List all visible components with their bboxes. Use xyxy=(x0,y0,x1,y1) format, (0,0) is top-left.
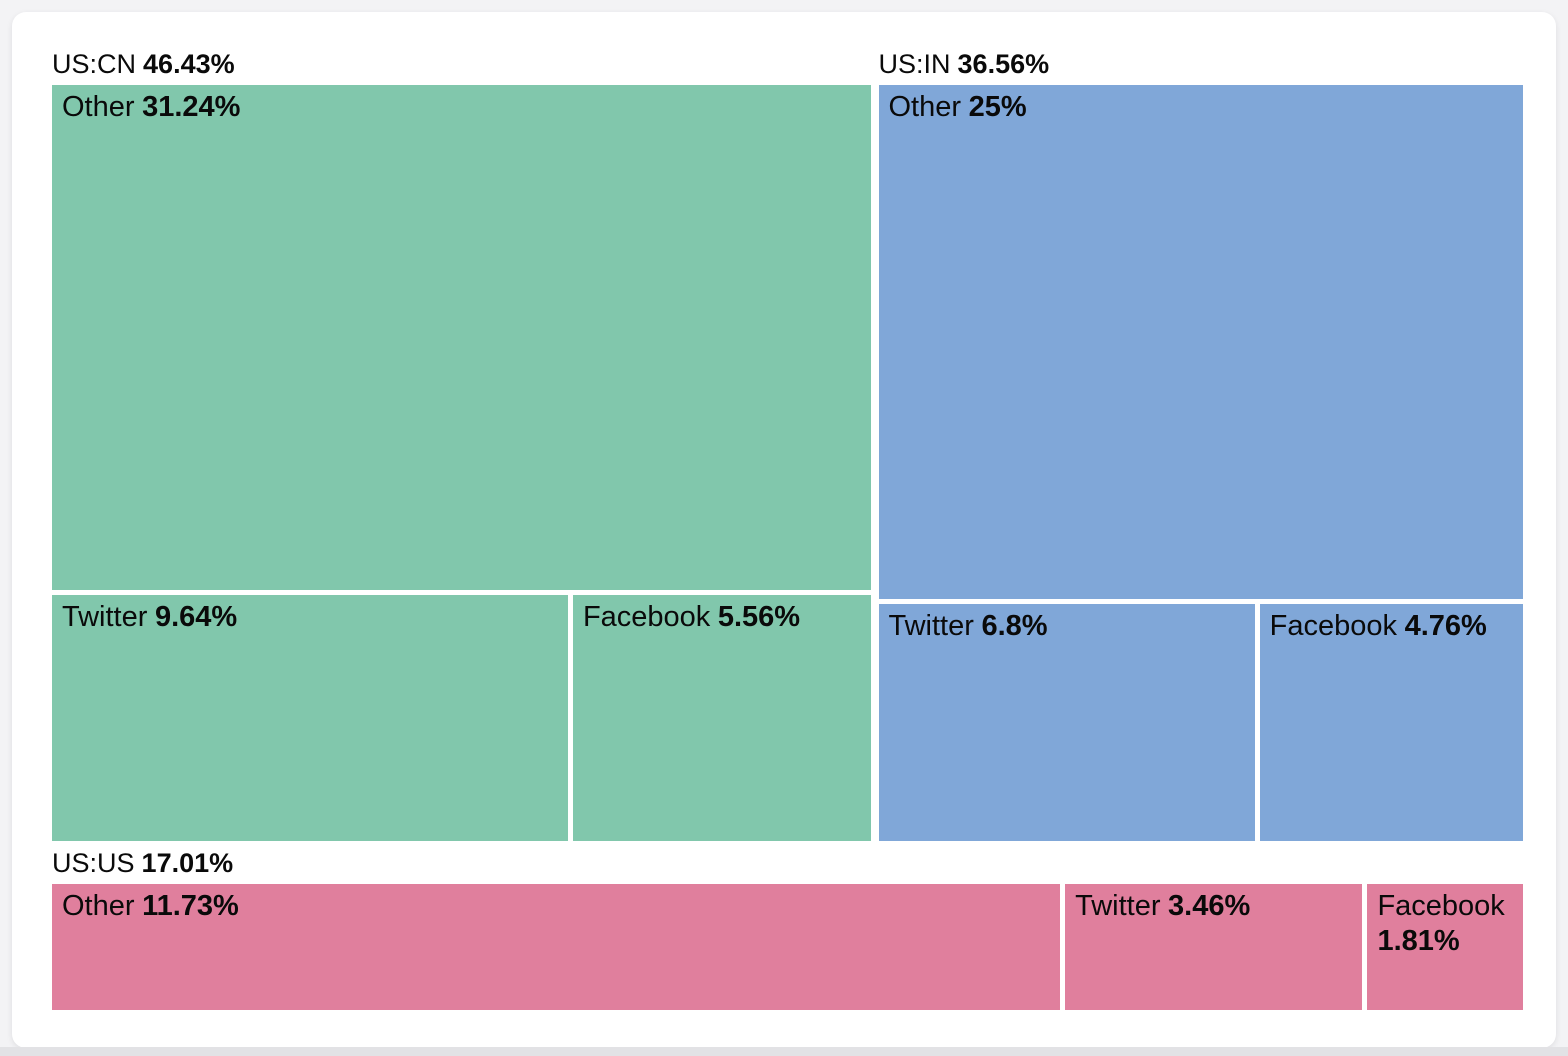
group-label: US:CN xyxy=(52,49,137,79)
cell-label: Twitter 3.46% xyxy=(1065,884,1362,929)
cell-name: Twitter xyxy=(62,601,148,634)
group-percent: 36.56% xyxy=(957,49,1050,79)
cell-percent: 1.81% xyxy=(1377,925,1460,958)
treemap: US:CN 46.43% Other 31.24% Twitter 9.64% xyxy=(52,48,1523,1010)
cell-percent: 11.73% xyxy=(142,890,239,923)
group-percent: 17.01% xyxy=(141,848,234,879)
group-label: US:US xyxy=(52,848,135,879)
cell-label: Facebook 4.76% xyxy=(1260,604,1523,649)
cell-label: Twitter 9.64% xyxy=(52,595,568,640)
cell-name: Facebook xyxy=(582,601,711,634)
group-header-us-cn: US:CN 46.43% xyxy=(52,48,871,85)
treemap-card: US:CN 46.43% Other 31.24% Twitter 9.64% xyxy=(12,12,1556,1048)
treemap-group-us-cn: US:CN 46.43% Other 31.24% Twitter 9.64% xyxy=(52,48,871,842)
cell-label: Other 11.73% xyxy=(52,884,1060,929)
group-label: US:IN xyxy=(878,49,951,79)
group-header-us-us: US:US 17.01% xyxy=(52,847,1523,884)
cell-label: Facebook 5.56% xyxy=(573,595,871,640)
group-subrow: Twitter 6.8% Facebook 4.76% xyxy=(878,603,1523,842)
group-cells: Other 11.73% Twitter 3.46% Facebook1.81% xyxy=(52,884,1523,1010)
cell-percent: 5.56% xyxy=(717,601,801,634)
treemap-group-us-us: US:US 17.01% Other 11.73% Twitter 3.46% xyxy=(52,847,1523,1010)
group-cells: Other 31.24% Twitter 9.64% Facebook 5.56% xyxy=(52,85,871,842)
treemap-cell-us-us-facebook[interactable]: Facebook1.81% xyxy=(1367,884,1523,1010)
cell-name: Facebook xyxy=(1269,609,1398,642)
group-cells: Other 25% Twitter 6.8% Facebook 4.76% xyxy=(878,85,1524,842)
treemap-cell-us-cn-twitter[interactable]: Twitter 9.64% xyxy=(52,595,568,842)
group-subrow: Twitter 9.64% Facebook 5.56% xyxy=(52,595,871,842)
cell-name: Other xyxy=(888,91,962,123)
treemap-bottom-row: US:US 17.01% Other 11.73% Twitter 3.46% xyxy=(52,847,1523,1010)
cell-percent: 3.46% xyxy=(1168,890,1251,923)
cell-percent: 31.24% xyxy=(142,91,241,123)
cell-label: Facebook1.81% xyxy=(1367,884,1523,964)
cell-name: Facebook xyxy=(1377,890,1505,923)
treemap-cell-us-in-facebook[interactable]: Facebook 4.76% xyxy=(1259,603,1523,842)
group-percent: 46.43% xyxy=(143,49,235,79)
treemap-cell-us-in-other[interactable]: Other 25% xyxy=(878,85,1524,599)
cell-name: Other xyxy=(62,890,135,923)
treemap-group-us-in: US:IN 36.56% Other 25% Twitter 6.8% xyxy=(878,48,1524,842)
cell-name: Twitter xyxy=(888,609,974,642)
cell-percent: 9.64% xyxy=(154,601,238,634)
cell-label: Twitter 6.8% xyxy=(879,604,1255,649)
cell-name: Twitter xyxy=(1075,890,1161,923)
treemap-cell-us-us-twitter[interactable]: Twitter 3.46% xyxy=(1065,884,1363,1010)
cell-percent: 4.76% xyxy=(1404,609,1487,642)
treemap-cell-us-cn-other[interactable]: Other 31.24% xyxy=(52,85,871,591)
page-bottom-strip xyxy=(0,1047,1568,1056)
cell-percent: 6.8% xyxy=(981,609,1048,642)
cell-label: Other 25% xyxy=(879,85,1524,130)
treemap-cell-us-us-other[interactable]: Other 11.73% xyxy=(52,884,1061,1010)
cell-name: Other xyxy=(62,91,135,123)
treemap-cell-us-in-twitter[interactable]: Twitter 6.8% xyxy=(878,603,1255,842)
treemap-top-row: US:CN 46.43% Other 31.24% Twitter 9.64% xyxy=(52,48,1524,842)
cell-percent: 25% xyxy=(968,91,1027,123)
cell-label: Other 31.24% xyxy=(52,85,871,130)
treemap-cell-us-cn-facebook[interactable]: Facebook 5.56% xyxy=(572,595,871,842)
group-header-us-in: US:IN 36.56% xyxy=(879,48,1524,85)
